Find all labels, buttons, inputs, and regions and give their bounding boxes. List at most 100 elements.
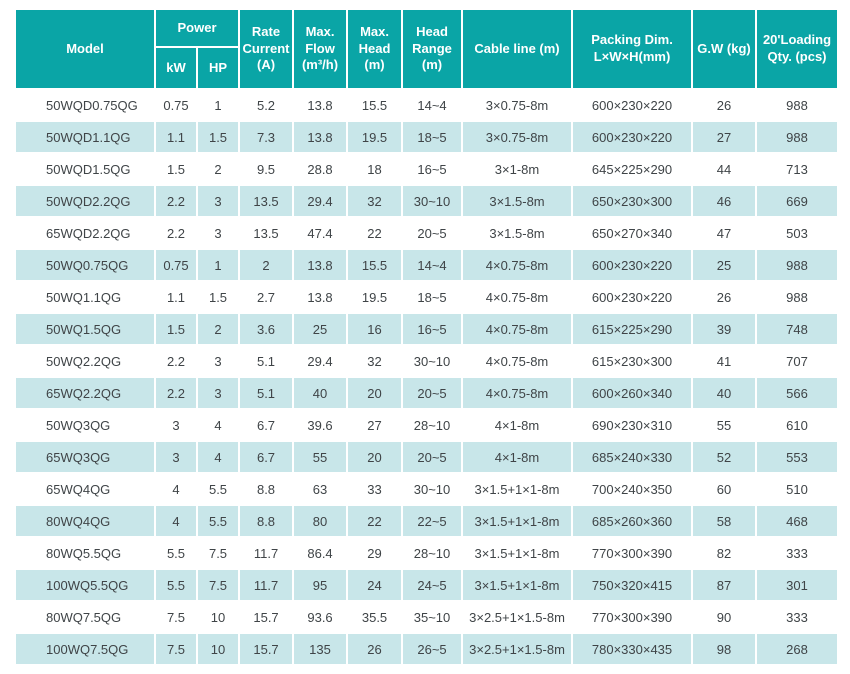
table-row: 50WQD1.5QG 1.5 2 9.5 28.8 18 16~5 3×1-8m 645×225…	[16, 154, 838, 184]
cell-loading_qty: 333	[757, 538, 838, 568]
cell-cable_line: 4×1-8m	[463, 442, 572, 472]
cell-cable_line: 3×1.5+1×1-8m	[463, 506, 572, 536]
cell-packing_dim: 600×230×220	[573, 282, 692, 312]
cell-max_head: 33	[348, 474, 402, 504]
cell-kw: 1.1	[156, 122, 196, 152]
cell-gw: 25	[693, 250, 756, 280]
cell-cable_line: 4×1-8m	[463, 410, 572, 440]
cell-rate_current: 13.5	[240, 186, 293, 216]
cell-rate_current: 6.7	[240, 410, 293, 440]
cell-model: 50WQ1.5QG	[16, 314, 154, 344]
cell-head_range: 16~5	[403, 314, 462, 344]
cell-max_head: 22	[348, 506, 402, 536]
cell-packing_dim: 615×230×300	[573, 346, 692, 376]
cell-loading_qty: 988	[757, 250, 838, 280]
cell-packing_dim: 700×240×350	[573, 474, 692, 504]
cell-kw: 1.5	[156, 154, 196, 184]
cell-hp: 5.5	[198, 474, 239, 504]
cell-head_range: 20~5	[403, 378, 462, 408]
cell-packing_dim: 690×230×310	[573, 410, 692, 440]
cell-max_flow: 13.8	[294, 122, 347, 152]
cell-max_flow: 13.8	[294, 90, 347, 120]
cell-kw: 3	[156, 442, 196, 472]
cell-cable_line: 4×0.75-8m	[463, 250, 572, 280]
cell-loading_qty: 468	[757, 506, 838, 536]
cell-head_range: 30~10	[403, 474, 462, 504]
cell-max_flow: 29.4	[294, 186, 347, 216]
cell-packing_dim: 685×240×330	[573, 442, 692, 472]
cell-rate_current: 6.7	[240, 442, 293, 472]
cell-rate_current: 3.6	[240, 314, 293, 344]
cell-max_flow: 55	[294, 442, 347, 472]
spec-table-header: Model Power Rate Current (A) Max. Flow (…	[16, 10, 838, 88]
cell-hp: 1	[198, 90, 239, 120]
table-row: 50WQ0.75QG 0.75 1 2 13.8 15.5 14~4 4×0.75-8m 600…	[16, 250, 838, 280]
cell-max_head: 20	[348, 378, 402, 408]
table-row: 50WQ3QG 3 4 6.7 39.6 27 28~10 4×1-8m 690×230×310…	[16, 410, 838, 440]
cell-model: 100WQ7.5QG	[16, 634, 154, 664]
cell-max_head: 19.5	[348, 282, 402, 312]
header-model: Model	[16, 10, 154, 88]
cell-gw: 40	[693, 378, 756, 408]
header-gw: G.W (kg)	[693, 10, 756, 88]
cell-hp: 3	[198, 218, 239, 248]
cell-cable_line: 4×0.75-8m	[463, 282, 572, 312]
cell-max_flow: 93.6	[294, 602, 347, 632]
cell-loading_qty: 988	[757, 282, 838, 312]
cell-rate_current: 2.7	[240, 282, 293, 312]
cell-gw: 90	[693, 602, 756, 632]
cell-model: 50WQD1.1QG	[16, 122, 154, 152]
cell-max_flow: 47.4	[294, 218, 347, 248]
cell-packing_dim: 600×230×220	[573, 90, 692, 120]
cell-max_head: 32	[348, 346, 402, 376]
table-row: 100WQ7.5QG 7.5 10 15.7 135 26 26~5 3×2.5+1×1.5-…	[16, 634, 838, 664]
cell-max_flow: 13.8	[294, 250, 347, 280]
cell-kw: 7.5	[156, 602, 196, 632]
cell-loading_qty: 268	[757, 634, 838, 664]
cell-model: 65WQ3QG	[16, 442, 154, 472]
table-row: 65WQ3QG 3 4 6.7 55 20 20~5 4×1-8m 685×240×330 52 5…	[16, 442, 838, 472]
cell-rate_current: 11.7	[240, 570, 293, 600]
header-kw: kW	[156, 48, 196, 88]
cell-max_flow: 95	[294, 570, 347, 600]
cell-hp: 3	[198, 378, 239, 408]
cell-model: 50WQ0.75QG	[16, 250, 154, 280]
cell-loading_qty: 669	[757, 186, 838, 216]
cell-head_range: 28~10	[403, 538, 462, 568]
cell-max_flow: 80	[294, 506, 347, 536]
cell-gw: 26	[693, 282, 756, 312]
table-row: 50WQ1.5QG 1.5 2 3.6 25 16 16~5 4×0.75-8m 615×225…	[16, 314, 838, 344]
cell-model: 50WQD0.75QG	[16, 90, 154, 120]
cell-rate_current: 15.7	[240, 634, 293, 664]
cell-kw: 2.2	[156, 186, 196, 216]
cell-cable_line: 4×0.75-8m	[463, 346, 572, 376]
cell-model: 50WQ3QG	[16, 410, 154, 440]
cell-cable_line: 3×1-8m	[463, 154, 572, 184]
cell-loading_qty: 707	[757, 346, 838, 376]
cell-gw: 46	[693, 186, 756, 216]
cell-hp: 2	[198, 314, 239, 344]
cell-gw: 26	[693, 90, 756, 120]
cell-max_head: 29	[348, 538, 402, 568]
cell-kw: 1.1	[156, 282, 196, 312]
table-row: 80WQ5.5QG 5.5 7.5 11.7 86.4 29 28~10 3×1.5+1×1-…	[16, 538, 838, 568]
cell-gw: 41	[693, 346, 756, 376]
cell-max_head: 15.5	[348, 250, 402, 280]
cell-head_range: 28~10	[403, 410, 462, 440]
cell-head_range: 14~4	[403, 90, 462, 120]
cell-max_flow: 13.8	[294, 282, 347, 312]
cell-max_head: 20	[348, 442, 402, 472]
cell-gw: 47	[693, 218, 756, 248]
table-row: 50WQD2.2QG 2.2 3 13.5 29.4 32 30~10 3×1.5-8m 650…	[16, 186, 838, 216]
cell-loading_qty: 610	[757, 410, 838, 440]
cell-max_head: 26	[348, 634, 402, 664]
cell-gw: 27	[693, 122, 756, 152]
cell-loading_qty: 566	[757, 378, 838, 408]
cell-model: 65WQ4QG	[16, 474, 154, 504]
cell-rate_current: 7.3	[240, 122, 293, 152]
cell-kw: 0.75	[156, 90, 196, 120]
cell-cable_line: 3×2.5+1×1.5-8m	[463, 634, 572, 664]
cell-rate_current: 8.8	[240, 506, 293, 536]
cell-hp: 5.5	[198, 506, 239, 536]
table-row: 50WQD0.75QG 0.75 1 5.2 13.8 15.5 14~4 3×0.75-8m…	[16, 90, 838, 120]
